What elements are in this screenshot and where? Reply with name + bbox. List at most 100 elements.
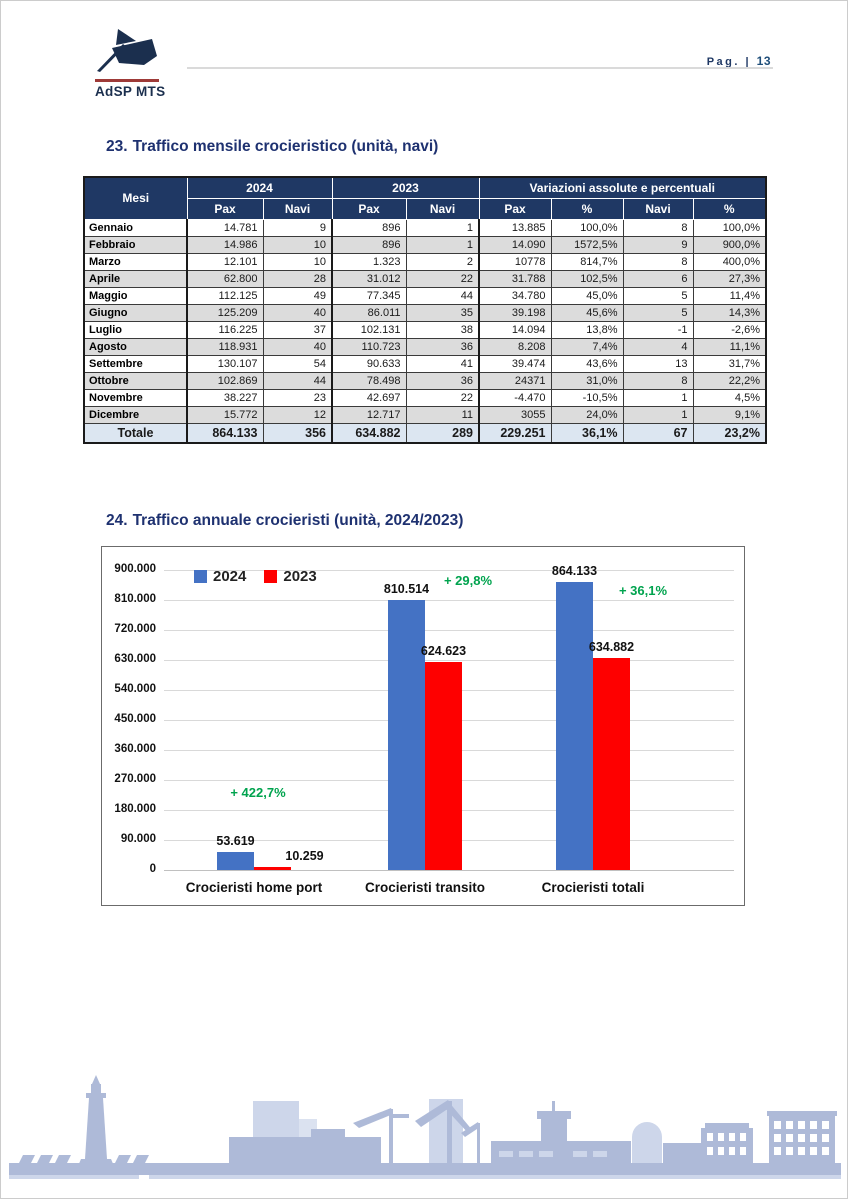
table-row: Luglio 116.225 37 102.131 38 14.094 13,8% -1 -2,…: [83, 320, 767, 339]
value-cell: 13,8%: [550, 320, 624, 339]
table-row: Gennaio 14.781 9 896 1 13.885 100,0% 8 100,0%: [83, 218, 767, 237]
page-number: Pag. | 13: [707, 54, 771, 68]
value-cell: 4: [622, 337, 694, 356]
variation-label: + 422,7%: [230, 785, 286, 800]
bar-value-label: 10.259: [285, 848, 324, 863]
value-cell: 6: [622, 269, 694, 288]
value-cell: 35: [405, 303, 480, 322]
variation-label: + 29,8%: [443, 573, 493, 588]
table-row: Giugno 125.209 40 86.011 35 39.198 45,6% 5 14,3%: [83, 303, 767, 322]
bar-2024-crocieristi-transito: [388, 599, 425, 870]
section-23-number: 23.: [106, 138, 128, 155]
value-cell: 67: [622, 422, 694, 443]
value-cell: -4.470: [478, 388, 552, 407]
table-row: Maggio 112.125 49 77.345 44 34.780 45,0% 5 11,4%: [83, 286, 767, 305]
legend-item-2024: 2024: [194, 568, 246, 585]
monthly-cruise-traffic-table: Mesi 2024 2023 Variazioni assolute e per…: [83, 176, 767, 444]
value-cell: 10778: [478, 252, 552, 271]
value-cell: 634.882: [331, 422, 407, 443]
page-number-label: Pag. |: [706, 56, 752, 68]
gridline: [164, 570, 734, 571]
bar-value-label: 624.623: [420, 643, 467, 658]
value-cell: 125.209: [186, 303, 264, 322]
value-cell: 41: [405, 354, 480, 373]
value-cell: 130.107: [186, 354, 264, 373]
y-axis-tick-label: 0: [149, 863, 156, 875]
value-cell: 22,2%: [692, 371, 767, 390]
value-cell: 8: [622, 371, 694, 390]
value-cell: 10: [262, 235, 333, 254]
y-axis-tick-label: 270.000: [114, 773, 156, 785]
value-cell: -1: [622, 320, 694, 339]
cranes-silhouette: [353, 1100, 480, 1163]
value-cell: 45,0%: [550, 286, 624, 305]
value-cell: 1: [622, 405, 694, 424]
value-cell: 15.772: [186, 405, 264, 424]
value-cell: 116.225: [186, 320, 264, 339]
total-row: Totale 864.133 356 634.882 289 229.251 36,1% 67…: [83, 422, 767, 443]
value-cell: 9: [262, 218, 333, 237]
value-cell: 36: [405, 337, 480, 356]
value-cell: 38: [405, 320, 480, 339]
value-cell: 12: [262, 405, 333, 424]
value-cell: 1: [405, 235, 480, 254]
table-row: Febbraio 14.986 10 896 1 14.090 1572,5% 9 900,0%: [83, 235, 767, 254]
section-23-text: Traffico mensile crocieristico (unità, n…: [132, 138, 439, 155]
value-cell: 22: [405, 388, 480, 407]
adsp-logo: AdSP MTS: [95, 28, 167, 99]
section-24-text: Traffico annuale crocieristi (unità, 202…: [132, 512, 464, 529]
y-axis-tick-label: 900.000: [114, 563, 156, 575]
table-row: Ottobre 102.869 44 78.498 36 24371 31,0% 8 22,2%: [83, 371, 767, 390]
value-cell: 356: [262, 422, 333, 443]
value-cell: 7,4%: [550, 337, 624, 356]
value-cell: 9,1%: [692, 405, 767, 424]
bar-value-label: 810.514: [383, 581, 430, 596]
value-cell: 37: [262, 320, 333, 339]
header-2023: 2023: [331, 176, 480, 199]
month-cell: Marzo: [83, 252, 188, 271]
value-cell: 102.131: [331, 320, 407, 339]
bar-value-label: 864.133: [551, 563, 598, 578]
value-cell: 34.780: [478, 286, 552, 305]
value-cell: 10: [262, 252, 333, 271]
value-cell: 22: [405, 269, 480, 288]
value-cell: 864.133: [186, 422, 264, 443]
value-cell: 1: [622, 388, 694, 407]
value-cell: 42.697: [331, 388, 407, 407]
y-axis-tick-label: 450.000: [114, 713, 156, 725]
port-skyline-illustration: [9, 1075, 841, 1179]
month-cell: Gennaio: [83, 218, 188, 237]
legend-label-2023: 2023: [283, 568, 317, 585]
table-row: Aprile 62.800 28 31.012 22 31.788 102,5% 6 27,3%: [83, 269, 767, 288]
value-cell: 900,0%: [692, 235, 767, 254]
table-footer: Totale 864.133 356 634.882 289 229.251 36,1% 67…: [83, 422, 767, 443]
value-cell: 8: [622, 252, 694, 271]
logo-text: AdSP MTS: [95, 84, 166, 99]
value-cell: 400,0%: [692, 252, 767, 271]
y-axis-tick-label: 630.000: [114, 653, 156, 665]
category-label: Crocieristi totali: [541, 880, 645, 895]
value-cell: 3055: [478, 405, 552, 424]
value-cell: 38.227: [186, 388, 264, 407]
legend-item-2023: 2023: [264, 568, 317, 585]
logo-red-rule: [95, 79, 159, 82]
value-cell: 110.723: [331, 337, 407, 356]
chart-plot: 0 90.000 180.000 270.000 360.000 450.000 540.0…: [102, 547, 744, 905]
y-axis-tick-label: 360.000: [114, 743, 156, 755]
value-cell: 8.208: [478, 337, 552, 356]
value-cell: 40: [262, 337, 333, 356]
value-cell: 39.198: [478, 303, 552, 322]
value-cell: 12.717: [331, 405, 407, 424]
page-number-value: 13: [756, 54, 771, 68]
legend-swatch-2023: [264, 570, 278, 583]
value-cell: 1572,5%: [550, 235, 624, 254]
value-cell: 896: [331, 218, 407, 237]
value-cell: 112.125: [186, 286, 264, 305]
month-cell: Ottobre: [83, 371, 188, 390]
value-cell: 44: [262, 371, 333, 390]
value-cell: 54: [262, 354, 333, 373]
month-cell: Giugno: [83, 303, 188, 322]
value-cell: 9: [622, 235, 694, 254]
table-row: Settembre 130.107 54 90.633 41 39.474 43,6% 13 3…: [83, 354, 767, 373]
